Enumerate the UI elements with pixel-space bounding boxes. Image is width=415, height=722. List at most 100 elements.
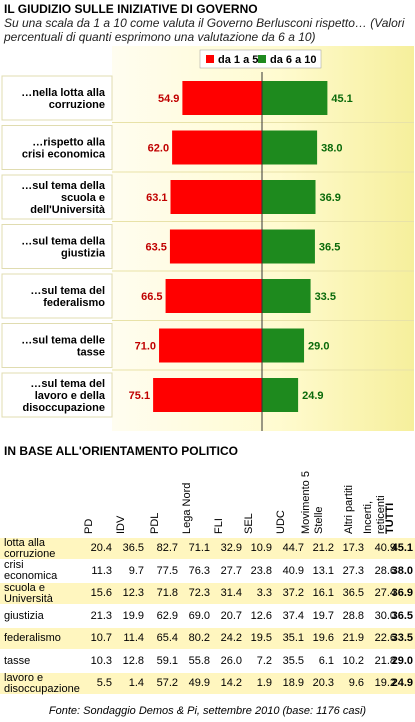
table-cell: 23.8	[250, 564, 272, 577]
table-cell: 24.9	[391, 677, 413, 689]
table-cell: 35.5	[282, 654, 304, 667]
table-cell: 5.5	[96, 677, 112, 689]
data-label-da-1-a-5: 75.1	[129, 390, 150, 402]
table-cell: 57.2	[156, 677, 178, 689]
bar-da-1-a-5	[165, 279, 262, 313]
column-header: Movimento 5 Stelle	[300, 471, 325, 534]
category-label: …sul tema della	[21, 236, 106, 248]
legend-label-da-6-a-10: da 6 a 10	[270, 54, 316, 66]
category-label-box	[1, 75, 113, 121]
legend-swatch-green	[258, 55, 266, 63]
category-label-box	[1, 174, 113, 220]
legend: da 1 a 5 da 6 a 10	[199, 49, 322, 69]
column-header: PD	[83, 518, 95, 534]
table-cell: 29.0	[391, 654, 413, 667]
category-label: disoccupazione	[22, 402, 105, 414]
table-row: lavoro e disoccupazione 5.5 1.4 57.2 49.9 14.…	[0, 672, 415, 694]
data-label-da-1-a-5: 63.1	[146, 192, 167, 204]
column-header: Altri partiti	[343, 485, 355, 534]
data-label-da-1-a-5: 62.0	[148, 143, 169, 155]
table-cell: 59.1	[156, 654, 178, 667]
table-cell: 19.2	[374, 677, 396, 689]
table-cell: 72.3	[188, 587, 210, 599]
table-row: federalismo 10.7 11.4 65.4 80.2 24.2 19.5 35.1 1…	[0, 628, 415, 649]
table-cell: 28.6	[374, 564, 396, 577]
table-cell: 9.6	[348, 677, 364, 689]
column-header: PDL	[149, 512, 161, 534]
table-cell: 31.4	[220, 587, 242, 599]
category-label: scuola e	[61, 192, 105, 204]
category-label: …sul tema del	[30, 285, 105, 297]
table-cell: 11.3	[91, 564, 112, 577]
category-label: …sul tema della	[21, 180, 106, 192]
table-header: PD IDV PDL Lega Nord FLI SEL UDC Movimento 5 St…	[0, 466, 415, 538]
category-label: corruzione	[49, 99, 105, 111]
data-label-da-6-a-10: 24.9	[302, 390, 323, 402]
row-label: scuola e Università	[4, 581, 53, 605]
table-cell: 22.6	[374, 632, 396, 644]
table-cell: 45.1	[391, 542, 413, 554]
table-cell: 77.5	[156, 564, 178, 577]
category-label-box	[1, 323, 113, 368]
table-cell: 36.9	[391, 587, 413, 599]
chart-title: IL GIUDIZIO SULLE INIZIATIVE DI GOVERNO	[4, 2, 258, 16]
table-cell: 76.3	[188, 564, 210, 577]
column-header: TUTTI	[384, 502, 396, 534]
table-cell: 12.8	[122, 654, 144, 667]
bar-da-6-a-10	[262, 180, 316, 214]
table-cell: 19.7	[312, 609, 334, 622]
table-cell: 44.7	[282, 542, 304, 554]
data-label-da-6-a-10: 33.5	[315, 291, 336, 303]
table-cell: 30.0	[374, 609, 396, 622]
category-label: …rispetto alla	[32, 137, 106, 149]
category-label-box	[1, 372, 113, 418]
source-note: Fonte: Sondaggio Demos & Pi, settembre 2…	[48, 705, 367, 717]
table-cell: 18.9	[282, 677, 304, 689]
table-cell: 21.2	[312, 542, 334, 554]
bar-da-1-a-5	[182, 81, 262, 115]
category-label: …sul tema delle	[21, 335, 105, 347]
table-cell: 3.3	[256, 587, 272, 599]
row-label: tasse	[4, 654, 31, 667]
column-header: FLI	[213, 518, 225, 534]
table-cell: 32.9	[220, 542, 242, 554]
table-cell: 40.9	[374, 542, 396, 554]
category-label: lavoro e della	[35, 390, 106, 402]
column-header: UDC	[275, 510, 287, 534]
category-label: …sul tema del	[30, 378, 105, 390]
table-cell: 17.3	[342, 542, 364, 554]
column-header: SEL	[243, 513, 255, 534]
row-label: giustizia	[4, 609, 44, 622]
table-cell: 9.7	[128, 564, 144, 577]
table-cell: 7.2	[256, 654, 272, 667]
bar-da-1-a-5	[153, 378, 262, 412]
table-cell: 10.3	[90, 654, 112, 667]
table-cell: 33.5	[391, 632, 413, 644]
table-cell: 10.2	[342, 654, 364, 667]
table-cell: 40.9	[282, 564, 304, 577]
table-cell: 36.5	[342, 587, 364, 599]
category-label-box	[1, 224, 113, 269]
table-cell: 82.7	[156, 542, 178, 554]
table-cell: 19.5	[250, 632, 272, 644]
table-cell: 69.0	[188, 609, 210, 622]
table-cell: 62.9	[156, 609, 178, 622]
table-cell: 27.7	[220, 564, 242, 577]
table-cell: 6.1	[318, 654, 334, 667]
table-cell: 10.9	[250, 542, 272, 554]
table-cell: 21.8	[374, 654, 396, 667]
table-cell: 27.3	[342, 564, 364, 577]
table-cell: 20.7	[220, 609, 242, 622]
data-label-da-1-a-5: 66.5	[141, 291, 162, 303]
table-cell: 19.9	[122, 609, 144, 622]
table-cell: 28.8	[342, 609, 364, 622]
table-cell: 55.8	[188, 654, 210, 667]
data-label-da-6-a-10: 29.0	[308, 341, 329, 353]
table-cell: 36.5	[391, 609, 413, 622]
category-label-box	[1, 273, 113, 319]
bar-da-1-a-5	[172, 130, 262, 165]
table-cell: 1.4	[128, 677, 144, 689]
table-row: tasse 10.3 12.8 59.1 55.8 26.0 7.2 35.5 6.1 10.2 2…	[0, 651, 415, 672]
row-label: federalismo	[4, 632, 61, 644]
table-row: giustizia 21.3 19.9 62.9 69.0 20.7 12.6 37.4 19.…	[0, 606, 415, 627]
